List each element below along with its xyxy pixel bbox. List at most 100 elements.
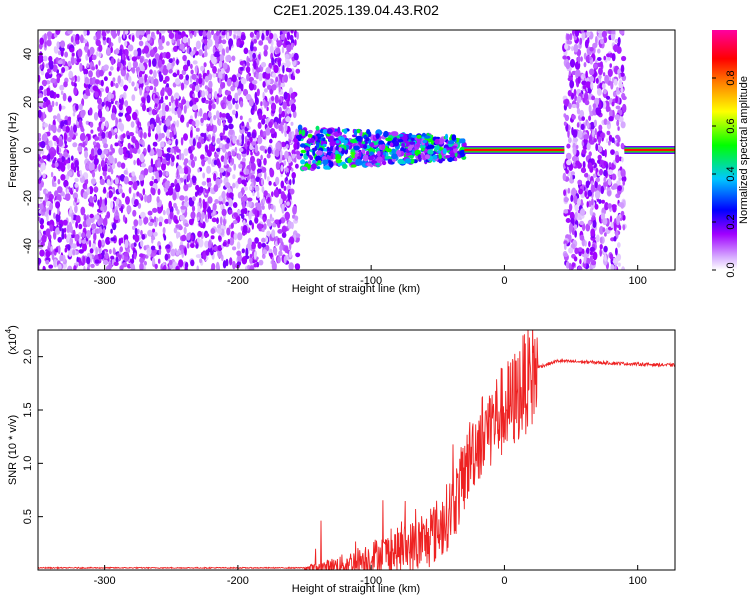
heatmap-cell [595,107,602,116]
heatmap-cell [229,257,233,266]
heatmap-cell [598,146,603,153]
heatmap-cell [454,157,458,162]
heatmap-cell [141,234,146,240]
heatmap-cell [169,211,174,220]
heatmap-cell [92,54,97,61]
heatmap-cell [232,136,237,144]
heatmap-cell [226,54,232,62]
heatmap-cell [250,43,254,52]
heatmap-cell [204,145,209,153]
heatmap-cell [41,234,47,243]
heatmap-cell [155,170,159,179]
heatmap-cell [171,61,175,67]
heatmap-cell [278,99,282,105]
heatmap-cell [206,30,212,40]
heatmap-cell [141,65,145,72]
heatmap-cell [198,49,203,56]
heatmap-cell [285,60,291,68]
heatmap-cell [143,58,149,64]
heatmap-cell [281,203,285,210]
heatmap-cell [91,229,96,234]
heatmap-cell [97,109,103,118]
heatmap-cell [247,175,250,181]
heatmap-cell [199,108,203,117]
heatmap-cell [202,201,207,210]
heatmap-cell [286,44,292,53]
heatmap-cell [271,256,275,266]
heatmap-cell [140,130,143,139]
snr-scale-suffix: ) [7,325,19,329]
heatmap-cell [139,262,144,270]
heatmap-cell [110,112,116,121]
heatmap-cell [103,76,108,82]
heatmap-cell [39,203,44,210]
heatmap-cell [145,217,149,224]
heatmap-cell [176,107,182,116]
heatmap-cell [369,151,375,156]
heatmap-cell [67,136,72,143]
heatmap-cell [256,168,263,173]
heatmap-cell [617,262,621,267]
heatmap-cell [168,218,172,225]
heatmap-cell [580,56,583,62]
heatmap-cell [207,206,211,214]
heatmap-cell [226,227,231,236]
heatmap-cell [615,90,621,95]
heatmap-cell [89,107,93,116]
heatmap-cell [147,144,151,153]
heatmap-cell [55,101,58,107]
heatmap-cell [285,116,291,123]
heatmap-cell [228,30,232,37]
heatmap-cell [376,156,383,164]
heatmap-cell [204,99,210,104]
heatmap-cell [178,259,184,268]
heatmap-cell [338,147,342,152]
heatmap-cell [138,193,143,199]
heatmap-cell [223,218,226,227]
heatmap-cell [140,163,146,168]
heatmap-cell [38,183,41,192]
heatmap-cell [232,174,236,180]
heatmap-cell [572,155,577,162]
heatmap-cell [242,200,246,210]
heatmap-cell [89,121,94,128]
heatmap-cell [609,253,614,260]
heatmap-cell [134,234,140,243]
heatmap-cell [100,79,104,87]
heatmap-cell [226,171,231,176]
heatmap-cell [294,39,297,46]
heatmap-cell [603,55,606,61]
heatmap-cell [391,131,399,137]
heatmap-cell [585,55,590,63]
heatmap-cell [293,142,298,150]
heatmap-cell [164,180,170,189]
heatmap-cell [248,219,253,226]
heatmap-cell [165,171,169,177]
heatmap-cell [212,46,216,54]
heatmap-cell [232,246,237,251]
heatmap-cell [143,168,149,176]
heatmap-cell [59,162,65,170]
heatmap-cell [621,55,627,62]
snr-ytick-label: 0.5 [22,509,34,524]
heatmap-cell [75,40,80,45]
heatmap-cell [223,103,227,109]
heatmap-cell [343,128,348,134]
heatmap-cell [273,121,278,128]
spectrogram-xtick-label: 100 [629,275,647,287]
heatmap-cell [219,36,222,41]
heatmap-cell [621,156,624,163]
heatmap-cell [257,241,262,249]
heatmap-cell [107,101,112,109]
heatmap-cell [196,265,199,270]
heatmap-cell [117,75,121,85]
heatmap-cell [110,255,115,260]
heatmap-cell [231,55,236,62]
heatmap-cell [239,66,244,71]
heatmap-cell [615,154,620,164]
heatmap-cell [239,100,244,108]
heatmap-cell [251,222,254,230]
heatmap-cell [123,234,129,242]
heatmap-cell [112,77,116,83]
heatmap-cell [98,69,104,77]
